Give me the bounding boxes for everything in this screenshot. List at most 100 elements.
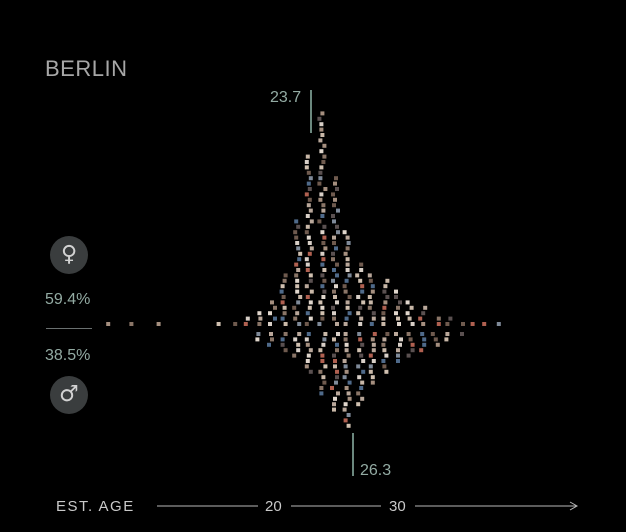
- female-dot: [394, 289, 398, 294]
- female-dot: [294, 219, 299, 224]
- female-dot: [445, 322, 450, 326]
- female-dot: [405, 311, 410, 316]
- female-dot: [317, 116, 322, 121]
- female-dot: [305, 262, 310, 267]
- female-dot: [385, 295, 390, 299]
- female-dot: [319, 122, 324, 127]
- female-dot: [304, 192, 309, 197]
- male-dot: [382, 364, 387, 369]
- male-dot: [356, 391, 361, 396]
- male-dot: [460, 332, 464, 336]
- male-dot: [394, 332, 398, 336]
- female-dot: [320, 311, 325, 316]
- female-dot: [321, 203, 326, 208]
- male-symbol-icon[interactable]: ♂: [50, 376, 88, 414]
- male-dot: [433, 337, 438, 342]
- male-dot: [343, 337, 348, 342]
- male-dot: [356, 364, 361, 369]
- male-dot: [356, 402, 361, 407]
- male-dot: [332, 337, 336, 342]
- male-dot: [319, 391, 324, 396]
- female-dot: [359, 262, 364, 267]
- male-dot: [398, 342, 402, 347]
- female-dot: [405, 300, 410, 305]
- male-dot: [332, 353, 336, 358]
- female-dot: [283, 322, 288, 326]
- female-dot: [322, 235, 327, 240]
- female-dot: [331, 192, 335, 197]
- male-dot: [333, 364, 337, 369]
- female-dot: [355, 273, 360, 278]
- female-dot: [280, 284, 285, 289]
- female-dot: [304, 284, 309, 289]
- female-dot: [280, 316, 285, 321]
- x-axis-title: EST. AGE: [56, 498, 135, 515]
- female-dot: [331, 305, 335, 310]
- female-dot: [409, 305, 414, 310]
- male-dot: [255, 337, 260, 342]
- female-dot: [482, 322, 487, 326]
- female-dot: [257, 322, 262, 326]
- male-dot: [343, 418, 348, 423]
- female-dot: [273, 305, 277, 310]
- male-dot: [320, 359, 325, 363]
- female-dot: [308, 300, 313, 305]
- female-dot: [331, 257, 335, 262]
- female-dot: [335, 187, 339, 191]
- female-dot: [283, 273, 288, 278]
- male-dot: [406, 353, 411, 358]
- male-dot: [305, 359, 310, 363]
- female-dot: [382, 305, 387, 310]
- female-dot: [320, 251, 325, 256]
- female-dot: [322, 268, 327, 272]
- male-dot: [297, 332, 302, 336]
- female-dot: [345, 246, 350, 251]
- male-dot: [346, 413, 351, 417]
- male-dot: [335, 348, 339, 353]
- female-dot: [318, 300, 323, 305]
- male-dot: [361, 369, 366, 374]
- female-dot: [309, 289, 314, 294]
- male-dot: [381, 342, 386, 347]
- female-dot: [294, 273, 299, 278]
- female-dot: [381, 322, 386, 326]
- female-dot: [359, 316, 364, 321]
- female-dot: [470, 322, 475, 326]
- male-dot: [430, 332, 435, 336]
- female-dot: [370, 289, 375, 294]
- male-dot: [332, 402, 336, 407]
- female-dot: [410, 322, 415, 326]
- female-dot: [396, 305, 400, 310]
- female-dot: [423, 305, 428, 310]
- female-dot: [382, 289, 387, 294]
- female-dot: [381, 316, 386, 321]
- female-dot: [296, 300, 301, 305]
- female-dot: [367, 273, 372, 278]
- male-dot: [357, 348, 362, 353]
- female-symbol-icon[interactable]: ♀: [50, 236, 88, 274]
- male-dot: [333, 359, 337, 363]
- female-dot: [320, 262, 325, 267]
- female-dot: [332, 235, 336, 240]
- male-dot: [445, 332, 450, 336]
- female-dot: [307, 305, 312, 310]
- female-dot: [398, 300, 402, 305]
- female-dot: [308, 208, 313, 213]
- female-dot: [333, 197, 337, 202]
- female-dot: [296, 224, 301, 229]
- male-dot: [371, 348, 376, 353]
- female-dot: [367, 295, 372, 299]
- female-dot: [333, 181, 337, 186]
- female-dot: [295, 311, 300, 316]
- female-dot: [129, 322, 134, 326]
- female-dot: [320, 214, 325, 218]
- male-dot: [360, 342, 365, 347]
- female-dot: [333, 295, 337, 299]
- male-dot: [321, 342, 326, 347]
- female-dot: [421, 311, 426, 316]
- female-dot: [360, 289, 365, 294]
- female-dot: [282, 305, 287, 310]
- female-dot: [317, 219, 322, 224]
- female-dot: [448, 316, 453, 321]
- female-dot: [322, 154, 327, 159]
